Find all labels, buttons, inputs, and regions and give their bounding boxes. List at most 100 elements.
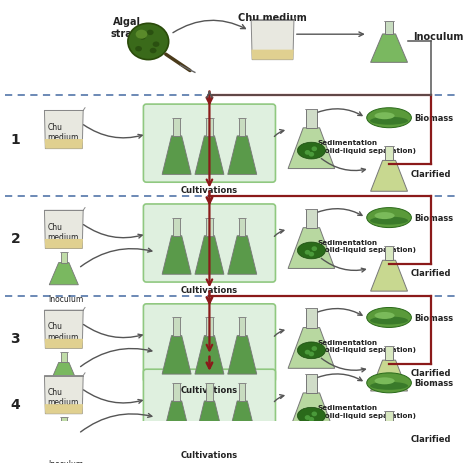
Polygon shape <box>385 147 393 161</box>
FancyBboxPatch shape <box>144 369 275 447</box>
Polygon shape <box>173 383 180 401</box>
Polygon shape <box>195 336 224 374</box>
Text: Inoculum: Inoculum <box>48 459 83 463</box>
Polygon shape <box>49 428 78 450</box>
Polygon shape <box>288 129 335 169</box>
Polygon shape <box>45 111 83 149</box>
Text: Sedimentation
(solid-liquid separation): Sedimentation (solid-liquid separation) <box>317 404 416 418</box>
Polygon shape <box>45 239 83 249</box>
Text: Inoculum: Inoculum <box>48 294 83 303</box>
Ellipse shape <box>374 377 395 384</box>
FancyBboxPatch shape <box>144 205 275 282</box>
Ellipse shape <box>305 350 310 355</box>
Ellipse shape <box>309 352 314 357</box>
Polygon shape <box>195 137 224 175</box>
Polygon shape <box>288 393 335 434</box>
Text: Sedimentation
(solid-liquid separation): Sedimentation (solid-liquid separation) <box>317 140 416 153</box>
Polygon shape <box>206 119 213 137</box>
Text: Sedimentation
(solid-liquid separation): Sedimentation (solid-liquid separation) <box>317 339 416 353</box>
Ellipse shape <box>374 213 395 219</box>
Polygon shape <box>162 401 191 439</box>
Text: Cultivations: Cultivations <box>181 186 238 194</box>
FancyBboxPatch shape <box>144 105 275 183</box>
Ellipse shape <box>367 373 411 393</box>
Text: 4: 4 <box>10 397 20 411</box>
Polygon shape <box>385 411 393 425</box>
Text: Inoculum: Inoculum <box>48 394 83 403</box>
Ellipse shape <box>374 313 395 319</box>
Text: 1: 1 <box>10 132 20 146</box>
Polygon shape <box>206 318 213 336</box>
Text: Biomass: Biomass <box>414 114 454 123</box>
Ellipse shape <box>150 49 156 54</box>
Ellipse shape <box>370 118 408 125</box>
Polygon shape <box>228 336 257 374</box>
Polygon shape <box>371 425 408 457</box>
Text: Chu
medium: Chu medium <box>47 322 79 341</box>
Text: Clarified: Clarified <box>410 269 451 278</box>
Polygon shape <box>206 383 213 401</box>
Ellipse shape <box>309 417 314 422</box>
Text: Inoculum: Inoculum <box>413 32 464 42</box>
Ellipse shape <box>374 113 395 120</box>
Polygon shape <box>288 328 335 369</box>
Text: Clarified: Clarified <box>410 169 451 178</box>
Ellipse shape <box>153 43 159 48</box>
Ellipse shape <box>135 47 142 52</box>
Polygon shape <box>45 404 83 414</box>
Ellipse shape <box>305 415 310 420</box>
Ellipse shape <box>305 150 310 156</box>
Polygon shape <box>195 236 224 275</box>
Text: Biomass: Biomass <box>414 379 454 388</box>
Polygon shape <box>371 261 408 292</box>
Polygon shape <box>173 318 180 336</box>
Text: 3: 3 <box>10 332 20 345</box>
Text: Chu
medium: Chu medium <box>47 387 79 406</box>
Polygon shape <box>61 352 67 363</box>
Text: Biomass: Biomass <box>414 213 454 223</box>
Text: Algal
strain: Algal strain <box>111 17 143 38</box>
Polygon shape <box>228 401 257 439</box>
Text: Sedimentation
(solid-liquid separation): Sedimentation (solid-liquid separation) <box>317 239 416 253</box>
Ellipse shape <box>311 346 317 351</box>
Ellipse shape <box>367 108 411 128</box>
Polygon shape <box>195 401 224 439</box>
Polygon shape <box>371 161 408 192</box>
Polygon shape <box>239 119 246 137</box>
Ellipse shape <box>311 247 317 251</box>
Text: Biomass: Biomass <box>414 313 454 322</box>
Polygon shape <box>228 236 257 275</box>
FancyBboxPatch shape <box>144 304 275 382</box>
Polygon shape <box>385 346 393 360</box>
Polygon shape <box>45 140 83 149</box>
Polygon shape <box>162 336 191 374</box>
Ellipse shape <box>370 317 408 325</box>
Polygon shape <box>45 211 83 249</box>
Text: Clarified: Clarified <box>410 434 451 443</box>
Polygon shape <box>306 109 317 129</box>
Ellipse shape <box>370 217 408 225</box>
Polygon shape <box>206 218 213 236</box>
Ellipse shape <box>297 407 325 424</box>
Ellipse shape <box>128 24 169 61</box>
Polygon shape <box>49 363 78 385</box>
Polygon shape <box>371 35 408 63</box>
Ellipse shape <box>309 152 314 157</box>
Text: Chu
medium: Chu medium <box>47 222 79 241</box>
Polygon shape <box>385 246 393 261</box>
Text: Chu
medium: Chu medium <box>47 122 79 142</box>
Polygon shape <box>61 252 67 263</box>
Text: Cultivations: Cultivations <box>181 285 238 294</box>
Ellipse shape <box>297 243 325 259</box>
Polygon shape <box>61 418 67 428</box>
Polygon shape <box>239 318 246 336</box>
Ellipse shape <box>367 308 411 328</box>
Text: Cultivations: Cultivations <box>181 385 238 394</box>
Text: Chu medium: Chu medium <box>238 13 307 23</box>
Text: Cultivations: Cultivations <box>181 450 238 459</box>
Polygon shape <box>45 339 83 349</box>
Text: 2: 2 <box>10 232 20 246</box>
Ellipse shape <box>305 250 310 255</box>
Polygon shape <box>162 137 191 175</box>
Ellipse shape <box>297 143 325 160</box>
